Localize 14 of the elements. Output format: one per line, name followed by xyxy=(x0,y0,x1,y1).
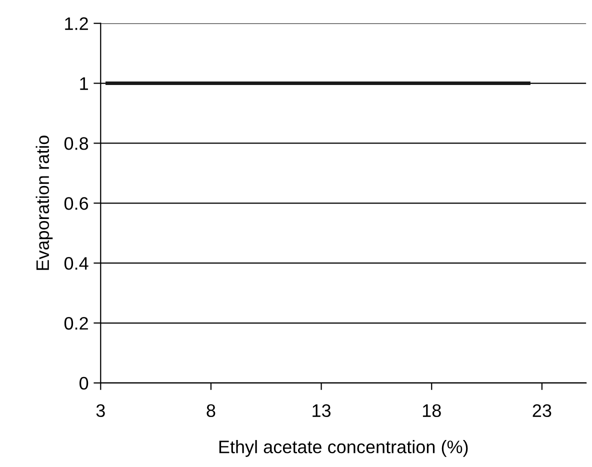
x-tick-label: 13 xyxy=(312,404,331,418)
y-axis-title: Evaporation ratio xyxy=(36,136,53,270)
x-tick-label: 23 xyxy=(532,404,552,418)
x-axis-title: Ethyl acetate concentration (%) xyxy=(219,440,468,457)
x-tick-label: 18 xyxy=(422,404,441,418)
y-tick-label: 1.2 xyxy=(65,17,88,30)
y-tick-label: 0 xyxy=(80,376,88,390)
y-tick-label: 1 xyxy=(80,77,88,90)
x-tick-label: 3 xyxy=(96,404,105,418)
y-tick-label: 0.6 xyxy=(64,197,88,210)
y-tick-label: 0.2 xyxy=(64,316,88,330)
x-tick-label: 8 xyxy=(206,404,216,418)
y-tick-label: 0.8 xyxy=(64,137,88,150)
y-tick-label: 0.4 xyxy=(64,257,88,270)
